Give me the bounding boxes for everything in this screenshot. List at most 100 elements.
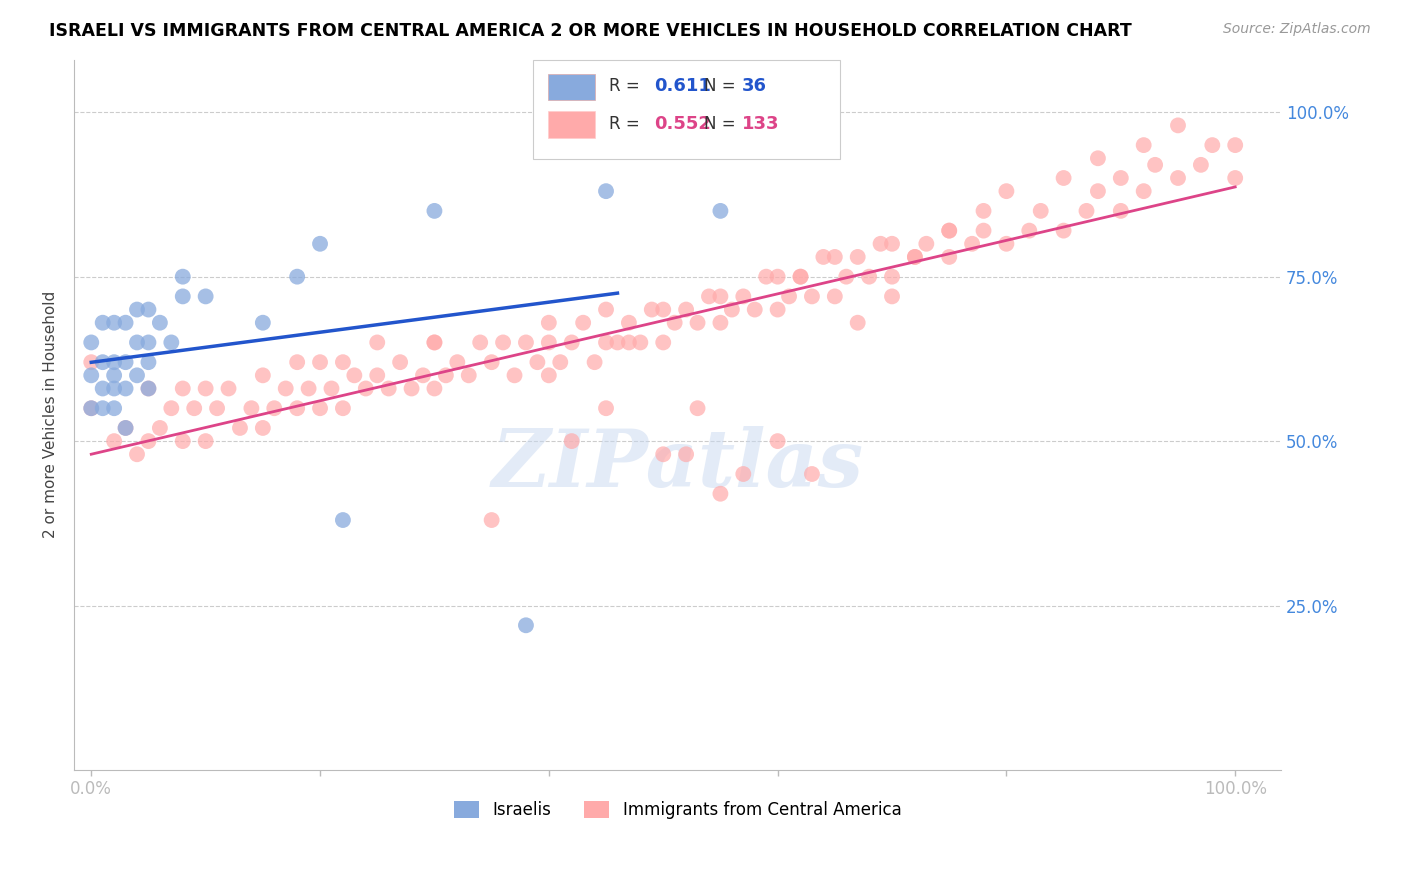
Point [252,421,274,435]
Point [938,224,960,238]
Point [114,382,136,396]
Point [1201,138,1223,153]
Point [149,421,172,435]
Point [880,289,903,303]
Point [125,302,148,317]
Point [183,401,205,416]
Point [138,335,160,350]
Point [103,434,125,449]
Point [297,382,319,396]
Point [285,269,308,284]
Point [755,269,778,284]
Point [218,382,240,396]
Point [354,382,377,396]
Point [91,355,114,369]
Point [709,289,731,303]
Point [766,434,789,449]
Text: 0.611: 0.611 [655,77,711,95]
Point [252,368,274,383]
Point [904,250,927,264]
Point [800,467,823,481]
Point [789,269,811,284]
Point [401,382,423,396]
Point [309,401,332,416]
Point [995,184,1018,198]
Point [595,184,617,198]
Point [1029,203,1052,218]
Point [675,447,697,461]
Point [343,368,366,383]
Point [697,289,720,303]
Point [103,316,125,330]
Point [709,487,731,501]
Point [824,250,846,264]
Point [138,355,160,369]
Point [915,236,938,251]
Point [457,368,479,383]
Point [1144,158,1167,172]
Text: Source: ZipAtlas.com: Source: ZipAtlas.com [1223,22,1371,37]
Point [309,236,332,251]
Point [80,401,103,416]
Point [686,316,709,330]
Point [1018,224,1040,238]
Point [880,269,903,284]
Point [80,335,103,350]
Point [423,335,446,350]
Point [904,250,927,264]
Point [160,401,183,416]
Point [800,289,823,303]
Point [194,382,217,396]
Text: ISRAELI VS IMMIGRANTS FROM CENTRAL AMERICA 2 OR MORE VEHICLES IN HOUSEHOLD CORRE: ISRAELI VS IMMIGRANTS FROM CENTRAL AMERI… [49,22,1132,40]
Point [492,335,515,350]
Point [114,421,136,435]
Point [1052,224,1074,238]
Point [846,250,869,264]
Point [1087,151,1109,165]
Point [481,513,503,527]
Point [846,316,869,330]
Point [194,289,217,303]
Point [423,382,446,396]
Point [80,401,103,416]
Point [561,434,583,449]
Point [138,382,160,396]
Point [766,269,789,284]
Point [628,335,651,350]
Point [709,316,731,330]
Point [366,368,388,383]
Point [537,368,560,383]
Point [149,316,172,330]
Point [1225,138,1247,153]
Point [606,335,628,350]
Text: 133: 133 [741,114,779,133]
Point [858,269,880,284]
Point [548,355,571,369]
Point [664,316,686,330]
Point [252,316,274,330]
Point [138,302,160,317]
FancyBboxPatch shape [533,60,841,159]
Point [309,355,332,369]
Point [423,335,446,350]
Point [641,302,664,317]
Point [813,250,835,264]
Text: N =: N = [704,114,741,133]
Text: ZIPatlas: ZIPatlas [492,425,863,503]
Text: 36: 36 [741,77,766,95]
Point [103,368,125,383]
Point [91,401,114,416]
Point [80,355,103,369]
FancyBboxPatch shape [548,74,596,100]
Point [778,289,800,303]
Point [1076,203,1098,218]
Text: 0.552: 0.552 [655,114,711,133]
Text: R =: R = [609,114,645,133]
Point [1109,203,1132,218]
Point [1225,171,1247,186]
Point [733,289,755,303]
Point [880,236,903,251]
Point [423,203,446,218]
Point [138,382,160,396]
Point [366,335,388,350]
